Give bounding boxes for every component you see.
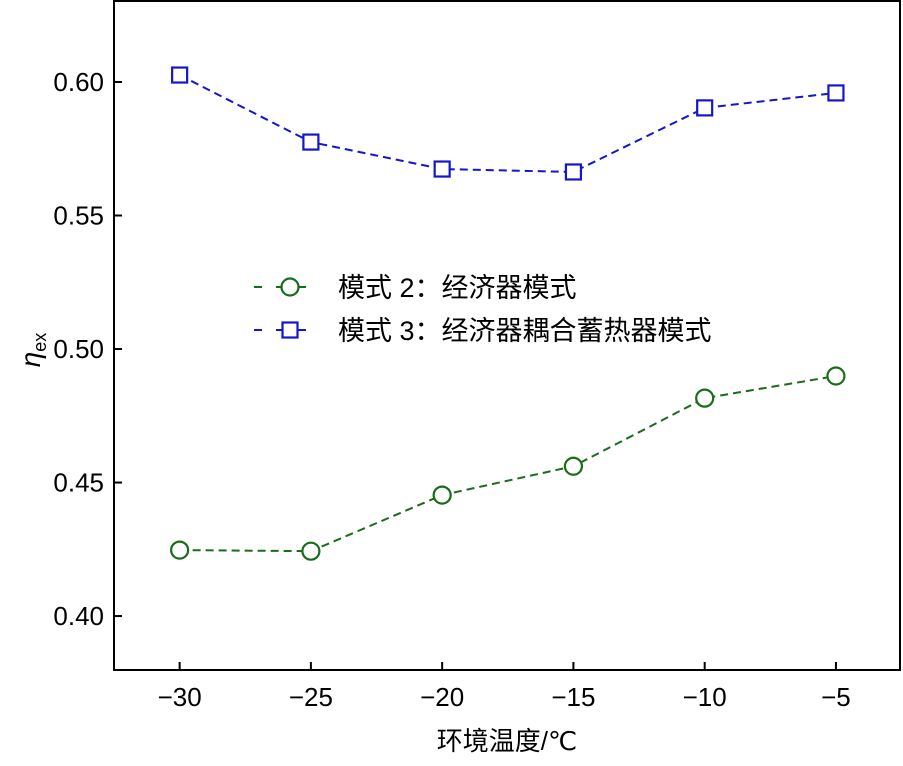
legend-label: 模式 2：经济器模式 xyxy=(338,273,577,303)
data-point-square xyxy=(433,160,451,178)
x-tick-label: −20 xyxy=(420,682,464,712)
data-point-square xyxy=(827,84,845,102)
x-tick-label: −30 xyxy=(158,682,202,712)
data-point-square xyxy=(696,99,714,117)
y-tick-label: 0.40 xyxy=(53,601,104,631)
data-point-square xyxy=(564,163,583,181)
x-tick-label: −5 xyxy=(821,682,851,712)
y-tick-label: 0.50 xyxy=(53,334,104,364)
data-point-square xyxy=(302,133,320,151)
y-axis-label: ηex xyxy=(15,333,50,368)
plot-frame xyxy=(113,0,901,671)
y-axis-label-main: η xyxy=(15,352,46,368)
series-group xyxy=(170,66,846,561)
y-axis-label-sub: ex xyxy=(30,333,50,352)
data-point-square xyxy=(281,321,299,339)
x-tick-label: −15 xyxy=(551,682,595,712)
x-axis-label: 环境温度/℃ xyxy=(437,726,577,756)
legend-label: 模式 3：经济器耦合蓄热器模式 xyxy=(338,316,712,346)
data-point-circle xyxy=(432,485,452,505)
axes: −30 −25 −20 −15 −10 −5 0.40 0.45 0.50 0.55 0.60 xyxy=(53,0,901,712)
y-tick-label: 0.60 xyxy=(53,67,104,97)
data-point-circle xyxy=(695,388,715,408)
data-point-circle xyxy=(280,277,300,297)
series-line-2 xyxy=(179,375,837,553)
data-point-circle xyxy=(170,540,190,560)
x-tick-label: −25 xyxy=(289,682,333,712)
data-point-square xyxy=(171,66,189,84)
data-point-circle xyxy=(563,456,584,476)
data-point-circle xyxy=(301,541,321,561)
x-tick-label: −10 xyxy=(683,682,727,712)
y-tick-label: 0.55 xyxy=(53,201,104,231)
y-tick-label: 0.45 xyxy=(53,468,104,498)
data-point-circle xyxy=(826,366,846,386)
series-line-3 xyxy=(179,74,837,173)
